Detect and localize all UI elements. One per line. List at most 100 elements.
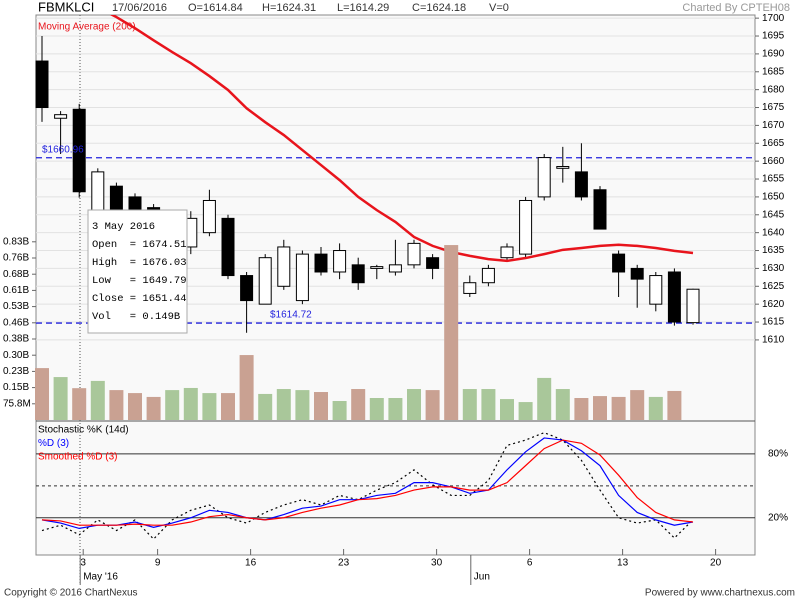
legend-entry: Moving Average (200) bbox=[38, 22, 136, 33]
tooltip-row: Low = 1649.79 bbox=[92, 275, 187, 287]
candle-body bbox=[128, 196, 142, 212]
volume-tick-label: 0.15B bbox=[3, 382, 29, 393]
volume-bar bbox=[593, 396, 607, 420]
y-tick-label: 1695 bbox=[762, 31, 785, 42]
candle-body bbox=[407, 242, 421, 266]
volume-bar bbox=[332, 400, 347, 420]
candle-body bbox=[54, 114, 68, 119]
tooltip-box bbox=[87, 209, 188, 334]
volume-bar bbox=[611, 396, 626, 420]
month-label: May '16 bbox=[83, 572, 118, 583]
volume-bar bbox=[500, 399, 514, 420]
reference-label: $1614.72 bbox=[270, 310, 312, 321]
volume-bar bbox=[165, 390, 180, 420]
x-tick-label: 13 bbox=[617, 558, 629, 569]
candle-body bbox=[630, 267, 644, 280]
stoch-line bbox=[41, 437, 694, 530]
x-tick-label: 20 bbox=[710, 558, 722, 569]
high: H=1624.31 bbox=[262, 2, 316, 14]
y-tick-label: 1645 bbox=[762, 209, 785, 220]
x-tick-label: 9 bbox=[155, 558, 161, 569]
credit: Charted By CPTEH08 bbox=[682, 2, 790, 14]
candle-body bbox=[426, 257, 440, 269]
candle-body bbox=[333, 250, 347, 273]
candle-body bbox=[314, 253, 328, 273]
open: O=1614.84 bbox=[188, 2, 243, 14]
stoch-line bbox=[41, 431, 694, 540]
volume-tick-label: 0.23B bbox=[3, 366, 29, 377]
candle-body bbox=[463, 282, 477, 294]
volume-tick-label: 0.30B bbox=[3, 350, 29, 361]
volume-bar bbox=[537, 377, 552, 420]
candle-body bbox=[481, 267, 495, 284]
volume-bar bbox=[183, 387, 198, 420]
y-tick-label: 1615 bbox=[762, 317, 785, 328]
volume-bar bbox=[667, 390, 682, 420]
volume-bar bbox=[276, 389, 291, 420]
volume-bar bbox=[314, 392, 328, 420]
y-tick-label: 1640 bbox=[762, 227, 785, 238]
volume-tick-label: 0.61B bbox=[3, 285, 29, 296]
volume-bar bbox=[351, 389, 366, 420]
y-tick-label: 1690 bbox=[762, 49, 785, 60]
candle-body bbox=[649, 275, 663, 305]
volume-bar bbox=[258, 393, 273, 420]
candle-body bbox=[519, 199, 533, 255]
tooltip-row: Open = 1674.51 bbox=[92, 239, 187, 251]
volume-bar bbox=[444, 245, 459, 420]
volume-tick-label: 0.76B bbox=[3, 253, 29, 264]
y-tick-label: 1655 bbox=[762, 174, 785, 185]
volume-bar bbox=[462, 389, 477, 420]
reference-label: $1660.96 bbox=[42, 144, 84, 155]
volume-bar bbox=[574, 397, 589, 420]
y-tick-label: 1675 bbox=[762, 102, 785, 113]
volume-bar bbox=[53, 377, 68, 420]
tooltip-row: Vol = 0.149B bbox=[92, 311, 180, 323]
candle-body bbox=[240, 275, 254, 302]
y-tick-label: 1670 bbox=[762, 120, 785, 131]
low: L=1614.29 bbox=[337, 2, 389, 14]
legend-entry: Smoothed %D (3) bbox=[38, 452, 117, 463]
volume-bar bbox=[369, 397, 384, 420]
volume-bar bbox=[35, 368, 49, 420]
x-tick-label: 23 bbox=[338, 558, 350, 569]
x-tick-label: 3 bbox=[80, 558, 86, 569]
marks: 1610161516201625163016351640164516501655… bbox=[3, 13, 788, 585]
candle-body bbox=[667, 271, 681, 323]
y-tick-label: 1630 bbox=[762, 263, 785, 274]
candle-body bbox=[500, 246, 514, 259]
volume-bar bbox=[146, 396, 161, 420]
x-tick-label: 6 bbox=[527, 558, 533, 569]
candle-body bbox=[277, 246, 291, 287]
candle-body bbox=[91, 171, 105, 212]
close: C=1624.18 bbox=[412, 2, 466, 14]
candle-body bbox=[72, 108, 86, 193]
volume-bar bbox=[72, 388, 87, 420]
volume-tick-label: 0.38B bbox=[3, 334, 29, 345]
volume-bar bbox=[388, 397, 403, 420]
tooltip-date: 3 May 2016 bbox=[92, 221, 155, 233]
y-tick-label: 1620 bbox=[762, 299, 785, 310]
tooltip-row: High = 1676.03 bbox=[92, 257, 187, 269]
stoch-tick-label: 20% bbox=[768, 512, 788, 523]
y-tick-label: 1665 bbox=[762, 138, 785, 149]
volume-bar bbox=[109, 390, 124, 420]
candle-body bbox=[370, 266, 384, 269]
tooltip: 3 May 2016 Open = 1674.51 High = 1676.03… bbox=[87, 209, 188, 334]
volume-bar bbox=[295, 390, 310, 420]
volume-bar bbox=[239, 355, 254, 420]
stoch-line bbox=[41, 439, 694, 526]
volume-bar bbox=[407, 389, 421, 420]
powered-by: Powered by www.chartnexus.com bbox=[645, 588, 795, 599]
stoch-tick-label: 80% bbox=[768, 449, 788, 460]
volume-bar bbox=[630, 390, 645, 420]
candle-body bbox=[351, 264, 365, 284]
volume-bar bbox=[221, 393, 235, 420]
month-label: Jun bbox=[474, 572, 490, 583]
copyright: Copyright © 2016 ChartNexus bbox=[4, 588, 138, 599]
volume-tick-label: 0.83B bbox=[3, 236, 29, 247]
candle-body bbox=[593, 189, 607, 230]
volume-tick-label: 0.68B bbox=[3, 269, 29, 280]
volume-bar bbox=[90, 380, 105, 420]
